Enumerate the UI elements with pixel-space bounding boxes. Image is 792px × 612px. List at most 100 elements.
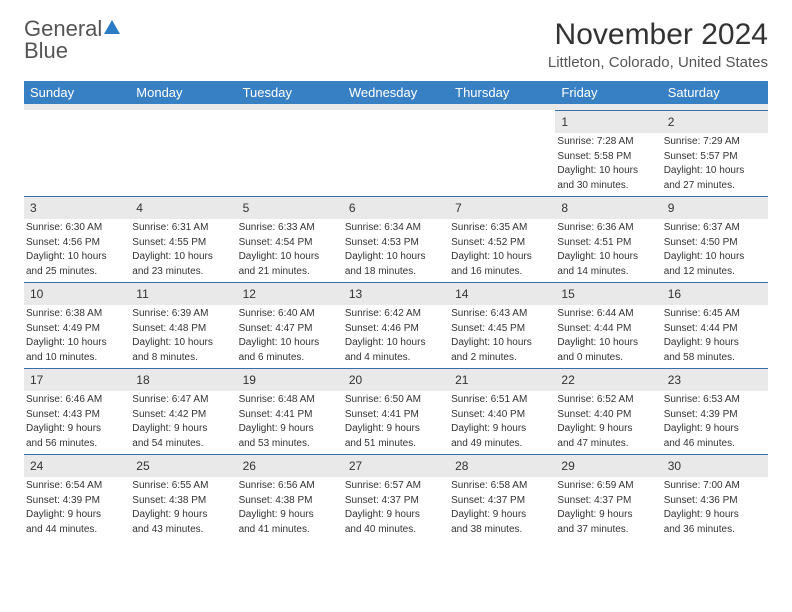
- day-sunset: Sunset: 4:36 PM: [664, 494, 766, 508]
- day-sunset: Sunset: 4:53 PM: [345, 236, 447, 250]
- day-day2: and 44 minutes.: [26, 523, 128, 537]
- day-info: Sunrise: 6:38 AMSunset: 4:49 PMDaylight:…: [24, 307, 130, 364]
- day-day1: Daylight: 9 hours: [664, 422, 766, 436]
- weekday-header: Thursday: [449, 81, 555, 104]
- day-day1: Daylight: 10 hours: [451, 250, 553, 264]
- day-day2: and 46 minutes.: [664, 437, 766, 451]
- day-info: Sunrise: 6:58 AMSunset: 4:37 PMDaylight:…: [449, 479, 555, 536]
- day-cell: 15Sunrise: 6:44 AMSunset: 4:44 PMDayligh…: [555, 282, 661, 368]
- day-sunset: Sunset: 4:41 PM: [239, 408, 341, 422]
- day-day2: and 38 minutes.: [451, 523, 553, 537]
- day-info: Sunrise: 6:52 AMSunset: 4:40 PMDaylight:…: [555, 393, 661, 450]
- day-sunset: Sunset: 4:38 PM: [132, 494, 234, 508]
- day-day2: and 53 minutes.: [239, 437, 341, 451]
- day-cell: 9Sunrise: 6:37 AMSunset: 4:50 PMDaylight…: [662, 196, 768, 282]
- day-info: Sunrise: 6:46 AMSunset: 4:43 PMDaylight:…: [24, 393, 130, 450]
- day-sunrise: Sunrise: 6:35 AM: [451, 221, 553, 235]
- day-sunrise: Sunrise: 6:45 AM: [664, 307, 766, 321]
- week-row: 1Sunrise: 7:28 AMSunset: 5:58 PMDaylight…: [24, 110, 768, 196]
- day-day1: Daylight: 9 hours: [557, 508, 659, 522]
- day-day2: and 12 minutes.: [664, 265, 766, 279]
- day-number: 16: [662, 282, 768, 305]
- day-number: 9: [662, 196, 768, 219]
- day-cell: 27Sunrise: 6:57 AMSunset: 4:37 PMDayligh…: [343, 454, 449, 540]
- day-sunrise: Sunrise: 6:55 AM: [132, 479, 234, 493]
- day-sunrise: Sunrise: 6:51 AM: [451, 393, 553, 407]
- day-sunset: Sunset: 4:38 PM: [239, 494, 341, 508]
- day-day2: and 6 minutes.: [239, 351, 341, 365]
- day-info: Sunrise: 6:33 AMSunset: 4:54 PMDaylight:…: [237, 221, 343, 278]
- day-day2: and 51 minutes.: [345, 437, 447, 451]
- day-day2: and 2 minutes.: [451, 351, 553, 365]
- day-day1: Daylight: 10 hours: [557, 336, 659, 350]
- day-day1: Daylight: 9 hours: [345, 422, 447, 436]
- day-sunrise: Sunrise: 6:54 AM: [26, 479, 128, 493]
- day-cell: 12Sunrise: 6:40 AMSunset: 4:47 PMDayligh…: [237, 282, 343, 368]
- weekday-header: Friday: [555, 81, 661, 104]
- day-sunrise: Sunrise: 6:53 AM: [664, 393, 766, 407]
- day-sunset: Sunset: 4:56 PM: [26, 236, 128, 250]
- day-number: 17: [24, 368, 130, 391]
- day-sunset: Sunset: 4:37 PM: [557, 494, 659, 508]
- day-sunset: Sunset: 4:52 PM: [451, 236, 553, 250]
- day-number: 8: [555, 196, 661, 219]
- day-info: Sunrise: 7:29 AMSunset: 5:57 PMDaylight:…: [662, 135, 768, 192]
- day-number: 22: [555, 368, 661, 391]
- day-day1: Daylight: 10 hours: [239, 336, 341, 350]
- day-day2: and 10 minutes.: [26, 351, 128, 365]
- day-sunrise: Sunrise: 6:30 AM: [26, 221, 128, 235]
- day-cell: 13Sunrise: 6:42 AMSunset: 4:46 PMDayligh…: [343, 282, 449, 368]
- week-row: 10Sunrise: 6:38 AMSunset: 4:49 PMDayligh…: [24, 282, 768, 368]
- day-day2: and 58 minutes.: [664, 351, 766, 365]
- day-number: 23: [662, 368, 768, 391]
- day-info: Sunrise: 6:47 AMSunset: 4:42 PMDaylight:…: [130, 393, 236, 450]
- day-info: Sunrise: 7:28 AMSunset: 5:58 PMDaylight:…: [555, 135, 661, 192]
- day-cell: [237, 110, 343, 196]
- day-sunrise: Sunrise: 6:38 AM: [26, 307, 128, 321]
- day-number: 4: [130, 196, 236, 219]
- day-info: Sunrise: 6:53 AMSunset: 4:39 PMDaylight:…: [662, 393, 768, 450]
- day-info: Sunrise: 6:56 AMSunset: 4:38 PMDaylight:…: [237, 479, 343, 536]
- day-day2: and 36 minutes.: [664, 523, 766, 537]
- month-title: November 2024: [548, 18, 768, 52]
- day-sunset: Sunset: 4:51 PM: [557, 236, 659, 250]
- day-sunrise: Sunrise: 6:33 AM: [239, 221, 341, 235]
- day-sunset: Sunset: 4:39 PM: [26, 494, 128, 508]
- weekday-header: Saturday: [662, 81, 768, 104]
- day-sunset: Sunset: 5:57 PM: [664, 150, 766, 164]
- week-row: 24Sunrise: 6:54 AMSunset: 4:39 PMDayligh…: [24, 454, 768, 540]
- calendar-body: 1Sunrise: 7:28 AMSunset: 5:58 PMDaylight…: [24, 104, 768, 540]
- day-day1: Daylight: 10 hours: [557, 250, 659, 264]
- day-sunrise: Sunrise: 6:37 AM: [664, 221, 766, 235]
- day-sunset: Sunset: 4:40 PM: [451, 408, 553, 422]
- day-day1: Daylight: 10 hours: [239, 250, 341, 264]
- day-sunset: Sunset: 4:39 PM: [664, 408, 766, 422]
- day-info: Sunrise: 6:54 AMSunset: 4:39 PMDaylight:…: [24, 479, 130, 536]
- day-cell: 30Sunrise: 7:00 AMSunset: 4:36 PMDayligh…: [662, 454, 768, 540]
- day-sunset: Sunset: 4:48 PM: [132, 322, 234, 336]
- day-day1: Daylight: 10 hours: [132, 336, 234, 350]
- day-info: Sunrise: 6:44 AMSunset: 4:44 PMDaylight:…: [555, 307, 661, 364]
- day-day2: and 47 minutes.: [557, 437, 659, 451]
- day-number: 2: [662, 110, 768, 133]
- day-info: Sunrise: 6:37 AMSunset: 4:50 PMDaylight:…: [662, 221, 768, 278]
- day-day1: Daylight: 10 hours: [345, 250, 447, 264]
- day-sunrise: Sunrise: 7:29 AM: [664, 135, 766, 149]
- day-sunrise: Sunrise: 6:40 AM: [239, 307, 341, 321]
- day-day2: and 23 minutes.: [132, 265, 234, 279]
- day-day1: Daylight: 9 hours: [557, 422, 659, 436]
- day-cell: 29Sunrise: 6:59 AMSunset: 4:37 PMDayligh…: [555, 454, 661, 540]
- day-info: Sunrise: 6:34 AMSunset: 4:53 PMDaylight:…: [343, 221, 449, 278]
- day-info: Sunrise: 6:43 AMSunset: 4:45 PMDaylight:…: [449, 307, 555, 364]
- day-info: Sunrise: 6:31 AMSunset: 4:55 PMDaylight:…: [130, 221, 236, 278]
- day-sunset: Sunset: 4:44 PM: [664, 322, 766, 336]
- day-day1: Daylight: 10 hours: [26, 250, 128, 264]
- day-cell: 14Sunrise: 6:43 AMSunset: 4:45 PMDayligh…: [449, 282, 555, 368]
- day-day1: Daylight: 9 hours: [26, 422, 128, 436]
- day-cell: [449, 110, 555, 196]
- day-sunrise: Sunrise: 6:48 AM: [239, 393, 341, 407]
- logo-sail-icon: [102, 18, 122, 36]
- day-day2: and 54 minutes.: [132, 437, 234, 451]
- day-day1: Daylight: 9 hours: [26, 508, 128, 522]
- week-row: 17Sunrise: 6:46 AMSunset: 4:43 PMDayligh…: [24, 368, 768, 454]
